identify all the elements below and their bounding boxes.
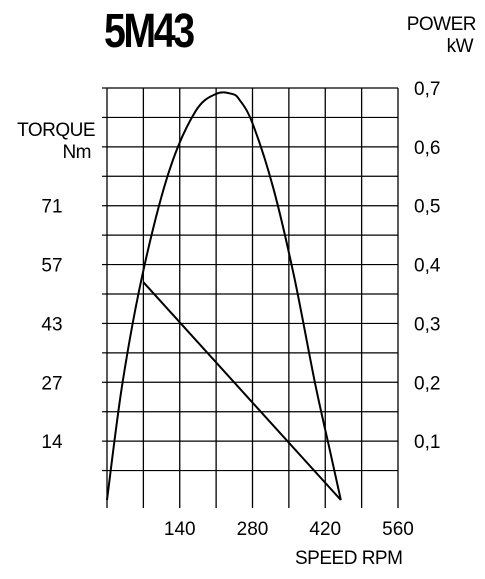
torque-axis-caption: TORQUE Nm bbox=[7, 120, 95, 164]
power-axis-label: POWER bbox=[406, 14, 477, 35]
power-tick-label: 0,2 bbox=[414, 373, 440, 394]
power-tick-label: 0,6 bbox=[414, 138, 440, 159]
torque-tick-label: 27 bbox=[41, 373, 62, 394]
x-tick-label: 420 bbox=[309, 519, 341, 540]
power-axis-caption: POWER kW bbox=[406, 14, 477, 58]
power-tick-label: 0,1 bbox=[414, 432, 440, 453]
torque-tick-label: 71 bbox=[41, 197, 62, 218]
x-tick-label: 280 bbox=[237, 519, 269, 540]
chart-title: 5M43 bbox=[104, 5, 195, 58]
power-curve-line bbox=[106, 91, 342, 501]
power-tick-label: 0,7 bbox=[414, 79, 440, 100]
x-tick-label: 560 bbox=[382, 519, 414, 540]
x-tick-label: 140 bbox=[164, 519, 196, 540]
power-tick-label: 0,5 bbox=[414, 197, 440, 218]
torque-axis-unit: Nm bbox=[62, 141, 91, 163]
series bbox=[106, 91, 342, 501]
tick-labels: 140 280 420 560 0,1 0,2 0,3 0,4 0,5 0,6 0,7 14 27 43 5… bbox=[41, 79, 440, 540]
torque-tick-label: 57 bbox=[41, 256, 62, 277]
grid bbox=[102, 87, 399, 508]
power-tick-label: 0,3 bbox=[414, 314, 440, 335]
power-tick-label: 0,4 bbox=[414, 256, 441, 277]
power-axis-unit: kW bbox=[446, 35, 474, 57]
speed-axis-label: SPEED RPM bbox=[295, 548, 403, 569]
torque-tick-label: 14 bbox=[41, 432, 63, 453]
torque-axis-label: TORQUE bbox=[17, 120, 95, 141]
torque-tick-label: 43 bbox=[41, 314, 62, 335]
torque-line bbox=[142, 281, 342, 501]
